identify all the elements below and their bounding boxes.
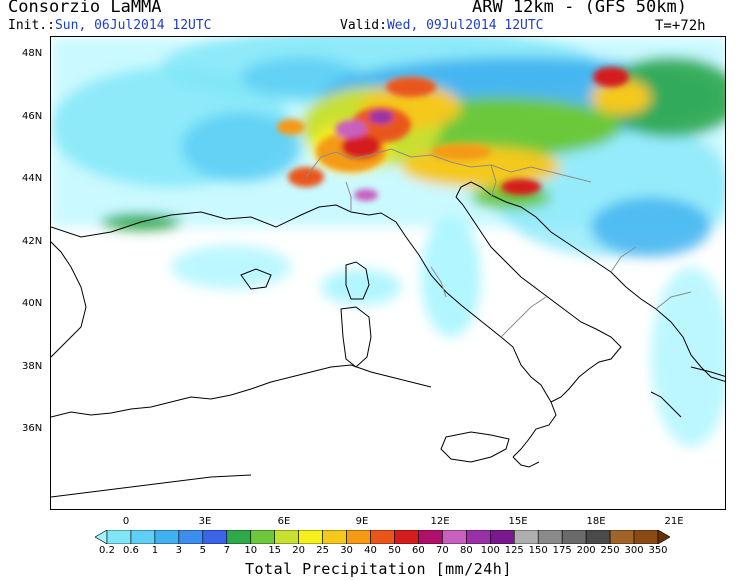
lat-label: 46N — [22, 111, 43, 122]
map-canvas — [51, 37, 725, 498]
colorbar-tick-label: 150 — [528, 545, 548, 556]
precipitation-field — [51, 37, 725, 447]
colorbar-swatch — [178, 530, 204, 544]
init-time: Init.:Sun, 06Jul2014 12UTC — [8, 18, 212, 33]
lon-label: 0 — [122, 516, 130, 527]
colorbar-swatch — [106, 530, 132, 544]
colorbar-tick-label: 125 — [504, 545, 524, 556]
valid-value: Wed, 09Jul2014 12UTC — [386, 18, 544, 33]
valid-label: Valid: — [340, 18, 387, 33]
lon-label: 15E — [508, 516, 528, 527]
lon-label: 12E — [430, 516, 450, 527]
colorbar-tick-label: 20 — [292, 545, 306, 556]
model-title: ARW 12km - (GFS 50km) — [472, 0, 687, 17]
colorbar-swatch — [513, 530, 539, 544]
lat-label: 48N — [22, 48, 43, 59]
colorbar-tick-label: 1 — [151, 545, 159, 556]
colorbar-tick-label: 0.2 — [99, 545, 115, 556]
init-label: Init.: — [8, 18, 55, 33]
init-value: Sun, 06Jul2014 12UTC — [54, 18, 212, 33]
colorbar-tick-label: 10 — [244, 545, 258, 556]
colorbar-tick-label: 40 — [364, 545, 377, 556]
precipitation-core — [277, 67, 629, 201]
colorbar-swatch — [490, 530, 515, 544]
colorbar-tick-label: 7 — [223, 545, 230, 556]
colorbar-tick-label: 80 — [459, 545, 473, 556]
colorbar-swatch — [322, 530, 347, 544]
colorbar-tick-label: 100 — [480, 545, 500, 556]
country-borders — [305, 148, 692, 338]
colorbar-swatch — [585, 530, 611, 544]
colorbar-title: Total Precipitation [mm/24h] — [245, 560, 512, 578]
colorbar-swatch — [537, 530, 563, 544]
colorbar — [95, 530, 670, 544]
colorbar-swatch — [95, 530, 108, 544]
colorbar-swatch — [609, 530, 635, 544]
colorbar-tick-label: 300 — [624, 545, 644, 556]
colorbar-tick-label: 200 — [576, 545, 596, 556]
lon-label: 3E — [198, 516, 212, 527]
colorbar-tick-label: 250 — [600, 545, 620, 556]
colorbar-swatch — [466, 530, 491, 544]
colorbar-tick-label: 5 — [199, 545, 206, 556]
colorbar-tick-label: 175 — [552, 545, 572, 556]
colorbar-swatch — [274, 530, 299, 544]
coastline — [51, 181, 725, 498]
lat-label: 38N — [22, 361, 43, 372]
colorbar-tick-label: 60 — [412, 545, 425, 556]
colorbar-tick-label: 50 — [388, 545, 401, 556]
colorbar-tick-label: 25 — [316, 545, 329, 556]
colorbar-swatch — [442, 530, 467, 544]
colorbar-swatch — [346, 530, 371, 544]
lat-label: 42N — [22, 236, 43, 247]
lat-label: 40N — [22, 298, 43, 309]
colorbar-tick-label: 15 — [268, 545, 282, 556]
lat-label: 44N — [22, 173, 43, 184]
colorbar-swatch — [202, 530, 228, 544]
lead-time: T=+72h — [655, 18, 706, 34]
colorbar-swatch — [394, 530, 419, 544]
lon-label: 9E — [355, 516, 369, 527]
colorbar-swatch — [657, 530, 670, 544]
colorbar-swatch — [154, 530, 180, 544]
colorbar-swatch — [130, 530, 156, 544]
colorbar-tick-label: 70 — [436, 545, 449, 556]
colorbar-swatch — [298, 530, 323, 544]
colorbar-swatch — [250, 530, 275, 544]
colorbar-tick-label: 30 — [340, 545, 353, 556]
colorbar-swatch — [370, 530, 395, 544]
valid-time: Valid:Wed, 09Jul2014 12UTC — [340, 18, 544, 33]
colorbar-tick-label: 0.6 — [123, 545, 139, 556]
lat-label: 36N — [22, 423, 43, 434]
precipitation-map[interactable] — [50, 36, 726, 510]
colorbar-tick-label: 3 — [175, 545, 183, 556]
colorbar-swatch — [561, 530, 587, 544]
lon-label: 6E — [277, 516, 291, 527]
lon-label: 18E — [586, 516, 606, 527]
colorbar-swatch — [633, 530, 659, 544]
colorbar-swatch — [418, 530, 443, 544]
organization-title: Consorzio LaMMA — [8, 0, 162, 17]
colorbar-swatch — [226, 530, 252, 544]
lon-label: 21E — [664, 516, 684, 527]
colorbar-tick-label: 350 — [648, 545, 668, 556]
